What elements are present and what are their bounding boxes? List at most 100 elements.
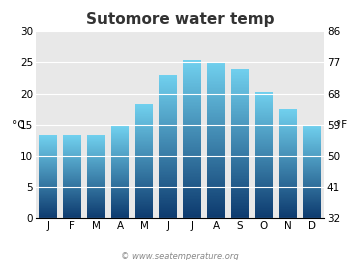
- Bar: [111, 157, 129, 158]
- Bar: [231, 137, 249, 138]
- Bar: [279, 163, 297, 164]
- Bar: [207, 203, 225, 204]
- Bar: [303, 163, 321, 164]
- Bar: [135, 170, 153, 171]
- Bar: [255, 144, 273, 145]
- Bar: [207, 117, 225, 118]
- Bar: [39, 165, 57, 166]
- Bar: [63, 149, 81, 150]
- Bar: [39, 201, 57, 202]
- Bar: [255, 133, 273, 134]
- Bar: [207, 62, 225, 63]
- Bar: [111, 160, 129, 161]
- Bar: [87, 161, 105, 162]
- Bar: [87, 199, 105, 200]
- Bar: [159, 139, 177, 140]
- Bar: [63, 210, 81, 211]
- Bar: [303, 151, 321, 152]
- Bar: [135, 202, 153, 203]
- Bar: [279, 148, 297, 149]
- Bar: [207, 94, 225, 95]
- Bar: [183, 154, 201, 155]
- Bar: [159, 155, 177, 156]
- Bar: [255, 124, 273, 125]
- Bar: [255, 157, 273, 158]
- Bar: [135, 126, 153, 127]
- Bar: [231, 136, 249, 137]
- Bar: [87, 210, 105, 211]
- Bar: [303, 216, 321, 217]
- Bar: [87, 151, 105, 152]
- Bar: [183, 88, 201, 89]
- Bar: [255, 114, 273, 115]
- Bar: [159, 202, 177, 203]
- Bar: [183, 210, 201, 211]
- Bar: [279, 189, 297, 190]
- Bar: [231, 200, 249, 201]
- Bar: [183, 84, 201, 85]
- Bar: [111, 198, 129, 199]
- Bar: [135, 172, 153, 173]
- Bar: [255, 160, 273, 161]
- Bar: [39, 159, 57, 160]
- Bar: [63, 157, 81, 158]
- Bar: [87, 197, 105, 198]
- Bar: [159, 122, 177, 123]
- Bar: [303, 133, 321, 134]
- Bar: [111, 192, 129, 193]
- Bar: [111, 161, 129, 162]
- Bar: [207, 175, 225, 176]
- Bar: [87, 150, 105, 151]
- Bar: [303, 182, 321, 183]
- Bar: [183, 136, 201, 137]
- Bar: [303, 126, 321, 127]
- Bar: [255, 206, 273, 207]
- Bar: [159, 98, 177, 99]
- Bar: [39, 141, 57, 142]
- Bar: [255, 110, 273, 111]
- Bar: [159, 147, 177, 148]
- Bar: [303, 180, 321, 181]
- Bar: [255, 137, 273, 138]
- Bar: [87, 136, 105, 137]
- Bar: [231, 187, 249, 188]
- Bar: [231, 131, 249, 132]
- Bar: [255, 108, 273, 109]
- Bar: [303, 211, 321, 212]
- Bar: [231, 125, 249, 126]
- Bar: [279, 195, 297, 196]
- Bar: [183, 75, 201, 76]
- Bar: [159, 146, 177, 147]
- Bar: [279, 183, 297, 184]
- Bar: [183, 137, 201, 138]
- Bar: [255, 171, 273, 172]
- Bar: [255, 171, 273, 172]
- Bar: [183, 204, 201, 205]
- Bar: [63, 177, 81, 178]
- Bar: [183, 74, 201, 75]
- Bar: [183, 129, 201, 130]
- Bar: [279, 129, 297, 130]
- Bar: [255, 109, 273, 110]
- Bar: [207, 215, 225, 216]
- Bar: [63, 196, 81, 197]
- Bar: [255, 128, 273, 129]
- Bar: [231, 95, 249, 96]
- Bar: [111, 189, 129, 190]
- Bar: [231, 101, 249, 102]
- Bar: [207, 204, 225, 205]
- Bar: [231, 85, 249, 86]
- Bar: [135, 199, 153, 200]
- Bar: [39, 135, 57, 136]
- Bar: [207, 138, 225, 139]
- Y-axis label: °F: °F: [336, 120, 347, 130]
- Bar: [135, 195, 153, 196]
- Bar: [39, 167, 57, 168]
- Bar: [183, 168, 201, 169]
- Bar: [63, 210, 81, 211]
- Bar: [183, 144, 201, 145]
- Bar: [255, 214, 273, 215]
- Bar: [231, 155, 249, 156]
- Bar: [303, 201, 321, 202]
- Bar: [255, 152, 273, 153]
